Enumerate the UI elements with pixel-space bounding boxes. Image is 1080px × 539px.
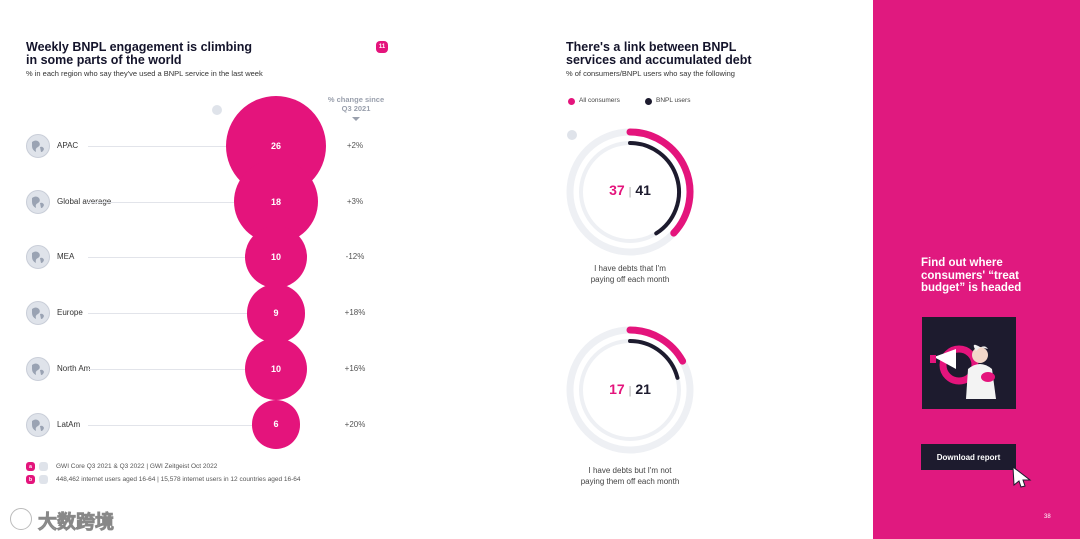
cta-line1: Find out where — [921, 257, 1003, 269]
bubble: 10 — [244, 337, 307, 400]
change-header-line2: Q3 2021 — [341, 104, 371, 113]
page-badge: 11 — [376, 41, 388, 53]
percent-icon — [212, 105, 222, 115]
change-header-line1: % change since — [327, 95, 385, 104]
calendar-icon — [39, 462, 48, 471]
leader-line — [88, 146, 226, 147]
change-value: +18% — [344, 308, 366, 318]
donut1-label-line1: I have debts that I'm — [594, 264, 666, 273]
cta-line3: budget” is headed — [921, 282, 1022, 294]
donut2-label-line2: paying them off each month — [580, 477, 680, 486]
region-label: North Am — [57, 363, 91, 373]
globe-icon — [26, 134, 50, 158]
watermark-text: 大数跨境 — [38, 512, 115, 534]
right-subtitle: % of consumers/BNPL users who say the fo… — [566, 69, 735, 78]
page-number: 38 — [1044, 514, 1051, 520]
donut2-label: I have debts but I'm not paying them off… — [560, 465, 700, 487]
chart-title-line2: in some parts of the world — [26, 53, 182, 67]
globe-icon — [26, 189, 50, 214]
donut2-separator: | — [628, 385, 632, 397]
region-label: MEA — [57, 252, 75, 262]
donut1-values: 37 | 41 — [580, 182, 680, 198]
all-consumers-arc — [626, 326, 687, 365]
download-report-button[interactable]: Download report — [921, 444, 1016, 470]
leader-line — [88, 201, 235, 203]
globe-icon — [26, 301, 50, 326]
bubble: 10 — [244, 226, 307, 289]
pointer-hand-icon — [1012, 465, 1032, 488]
region-label: Europe — [57, 308, 83, 318]
donut2-all-consumers-value: 17 — [609, 381, 625, 397]
chart-subtitle: % in each region who say they've used a … — [26, 69, 263, 78]
donut1-label: I have debts that I'm paying off each mo… — [570, 263, 690, 285]
donut1-bnpl-users-value: 41 — [635, 182, 651, 198]
right-title-line2: services and accumulated debt — [566, 53, 752, 67]
bubble: 6 — [251, 400, 300, 449]
footnote-sample: 448,462 internet users aged 16-64 | 15,5… — [56, 476, 301, 483]
legend-bnpl-users-dot — [645, 98, 652, 105]
globe-icon — [26, 412, 50, 437]
donut2-bnpl-users-value: 21 — [635, 381, 651, 397]
donut-chart-not-paying-off — [566, 326, 694, 454]
leader-line — [88, 313, 247, 315]
leader-line — [88, 424, 252, 426]
donut1-all-consumers-value: 37 — [609, 182, 625, 198]
donut1-label-line2: paying off each month — [590, 275, 670, 284]
report-thumbnail[interactable] — [922, 317, 1016, 409]
leader-line — [88, 257, 245, 259]
donut1-separator: | — [628, 186, 632, 198]
bubble: 9 — [246, 283, 306, 343]
change-value: +16% — [344, 363, 366, 373]
donut2-label-line1: I have debts but I'm not — [588, 466, 672, 475]
globe-icon — [26, 356, 50, 381]
right-title-line1: There's a link between BNPL — [566, 40, 737, 54]
donut-chart-paying-off — [566, 128, 694, 256]
chart-title-line1: Weekly BNPL engagement is climbing — [26, 40, 252, 54]
bnpl-users-arc — [628, 141, 681, 236]
leader-line — [88, 368, 245, 370]
cta-heading: Find out where consumers' “treat budget”… — [921, 257, 1021, 295]
legend-bnpl-users: BNPL users — [656, 97, 691, 104]
sample-tag-icon: b — [26, 475, 35, 484]
change-header: % change since Q3 2021 — [316, 95, 396, 113]
people-icon — [39, 475, 48, 484]
source-tag-icon: a — [26, 462, 35, 471]
region-label: LatAm — [57, 419, 81, 429]
watermark-logo-icon — [10, 508, 32, 530]
region-label: APAC — [57, 141, 79, 150]
footnote-source: GWI Core Q3 2021 & Q3 2022 | GWI Zeitgei… — [56, 463, 218, 470]
percent-icon — [567, 130, 577, 140]
legend-all-consumers: All consumers — [579, 97, 620, 104]
all-consumers-arc — [626, 128, 694, 237]
cta-line2: consumers' “treat — [921, 269, 1019, 282]
legend-all-consumers-dot — [568, 98, 575, 105]
change-value: +20% — [344, 419, 366, 429]
megaphone-person-image — [930, 344, 996, 399]
donut2-values: 17 | 21 — [580, 381, 680, 397]
globe-icon — [26, 245, 50, 270]
region-label: Global average — [57, 196, 112, 206]
change-value: -12% — [345, 252, 365, 262]
bnpl-users-arc — [628, 339, 680, 380]
chevron-down-icon — [352, 117, 360, 121]
change-value: +2% — [346, 141, 364, 150]
change-value: +3% — [346, 196, 364, 206]
